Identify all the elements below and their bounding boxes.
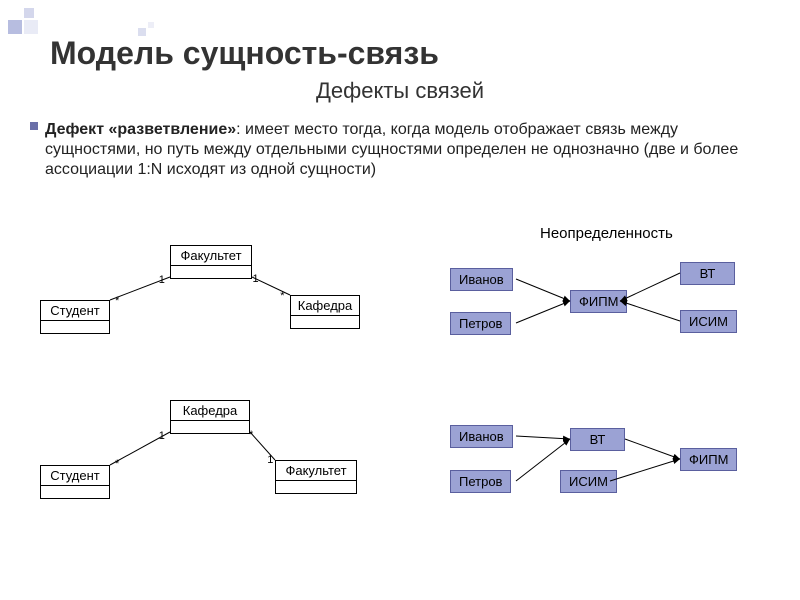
uml-entity-label: Факультет	[276, 461, 356, 481]
uml-entity-label: Кафедра	[291, 296, 359, 316]
instance-box-fipm: ФИПМ	[570, 290, 627, 313]
bullet-icon	[30, 122, 38, 130]
uml-entity-body	[291, 316, 359, 328]
uml-entity-dept: Кафедра	[170, 400, 250, 434]
uml-entity-student: Студент	[40, 465, 110, 499]
uml-entity-dept: Кафедра	[290, 295, 360, 329]
instance-box-isim: ИСИМ	[680, 310, 737, 333]
instance-arrow	[516, 436, 570, 439]
uml-entity-label: Студент	[41, 466, 109, 486]
uml-entity-label: Кафедра	[171, 401, 249, 421]
page-title: Модель сущность-связь	[50, 35, 439, 72]
instance-box-isim: ИСИМ	[560, 470, 617, 493]
uml-entity-faculty: Факультет	[170, 245, 252, 279]
multiplicity-label: 1	[267, 454, 273, 466]
uml-entity-body	[276, 481, 356, 493]
multiplicity-label: *	[115, 458, 119, 470]
instance-arrow	[620, 273, 680, 301]
instance-arrow	[625, 439, 680, 459]
instance-box-vt: ВТ	[680, 262, 735, 285]
multiplicity-label: 1	[159, 274, 165, 286]
multiplicity-label: 1	[159, 430, 165, 442]
uml-entity-body	[171, 421, 249, 433]
uml-entity-student: Студент	[40, 300, 110, 334]
uml-entity-body	[41, 321, 109, 333]
multiplicity-label: *	[115, 295, 119, 307]
instance-box-ivanov: Иванов	[450, 425, 513, 448]
uml-entity-label: Студент	[41, 301, 109, 321]
uml-entity-faculty: Факультет	[275, 460, 357, 494]
instance-box-petrov: Петров	[450, 470, 511, 493]
example1-title: Неопределенность	[540, 225, 673, 242]
uml-entity-body	[171, 266, 251, 278]
page-subtitle: Дефекты связей	[0, 78, 800, 104]
instance-arrow	[620, 301, 680, 321]
multiplicity-label: *	[249, 429, 253, 441]
multiplicity-label: 1	[253, 273, 259, 285]
instance-box-fipm: ФИПМ	[680, 448, 737, 471]
bold-term: Дефект «разветвление»	[45, 121, 236, 138]
instance-box-petrov: Петров	[450, 312, 511, 335]
instance-arrow	[516, 279, 570, 301]
uml-entity-label: Факультет	[171, 246, 251, 266]
body-paragraph: Дефект «разветвление»: имеет место тогда…	[45, 120, 755, 180]
instance-arrow	[516, 301, 570, 323]
instance-arrow	[610, 459, 680, 481]
multiplicity-label: *	[280, 290, 284, 302]
instance-box-vt: ВТ	[570, 428, 625, 451]
uml-entity-body	[41, 486, 109, 498]
instance-box-ivanov: Иванов	[450, 268, 513, 291]
